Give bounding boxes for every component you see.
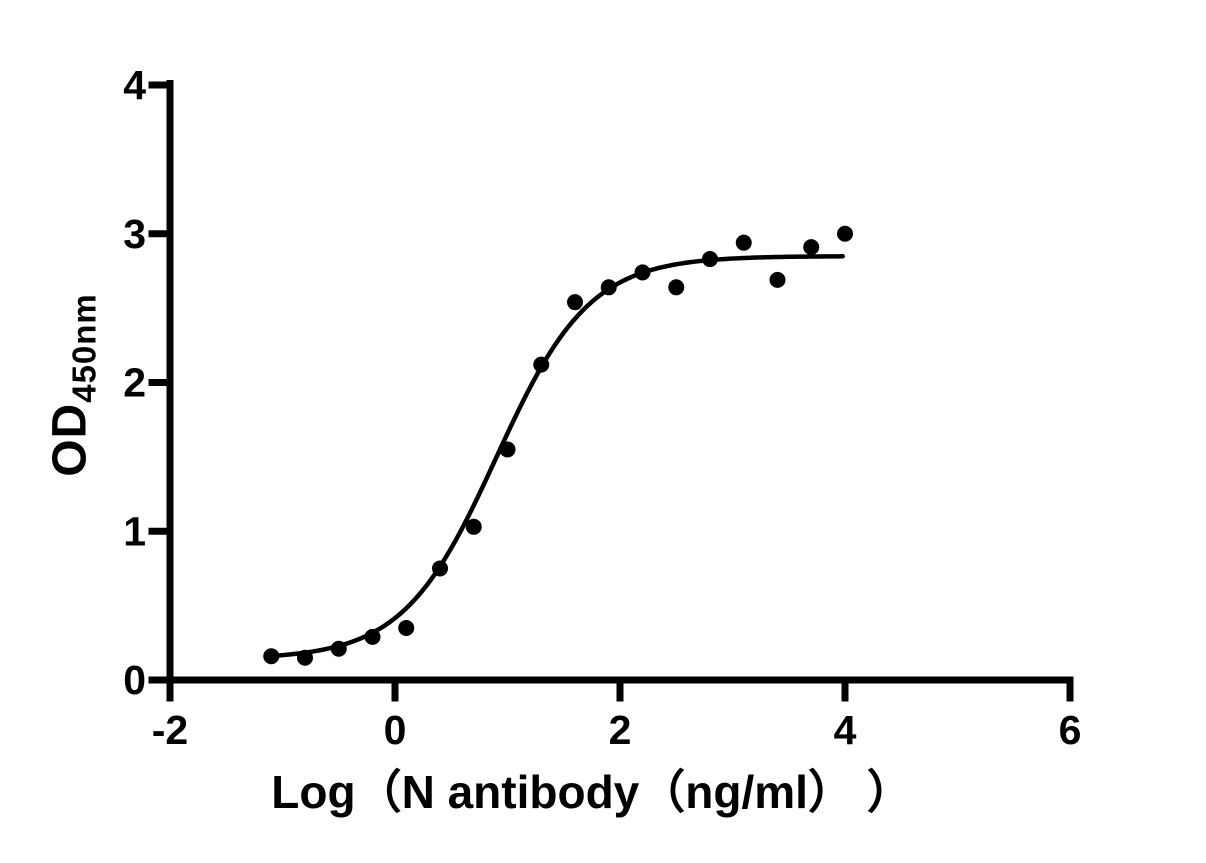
data-point <box>398 619 415 636</box>
fit-curve <box>269 254 845 659</box>
data-point <box>533 356 550 373</box>
data-point <box>465 518 482 535</box>
data-point <box>432 560 448 577</box>
data-point <box>364 628 381 645</box>
data-point <box>634 264 651 281</box>
data-point <box>330 640 347 657</box>
y-tick-label: 0 <box>123 657 146 703</box>
y-tick-label: 3 <box>123 211 146 257</box>
x-tick-label: 2 <box>609 707 632 753</box>
data-point <box>297 649 313 666</box>
y-tick-label: 4 <box>123 62 146 108</box>
y-axis-title-subscript: 450nm <box>65 293 103 403</box>
data-point <box>668 279 685 296</box>
x-tick-label: -2 <box>152 707 188 753</box>
data-point <box>499 441 516 458</box>
data-point <box>735 234 752 251</box>
y-axis-title: OD450nm <box>43 293 103 477</box>
x-tick-label: 6 <box>1059 707 1082 753</box>
data-point <box>769 271 786 288</box>
x-tick-label: 0 <box>384 707 407 753</box>
data-point <box>567 294 583 311</box>
x-tick-label: 4 <box>834 707 857 753</box>
y-tick-label: 2 <box>123 360 146 406</box>
data-point <box>600 279 617 296</box>
data-point <box>837 225 853 242</box>
data-point <box>263 648 280 665</box>
x-axis-title: Log（N antibody（ng/ml） ） <box>271 766 913 818</box>
y-axis-title-main: OD <box>43 402 97 477</box>
data-point <box>702 251 718 268</box>
data-point <box>803 239 820 256</box>
y-tick-label: 1 <box>123 508 146 554</box>
